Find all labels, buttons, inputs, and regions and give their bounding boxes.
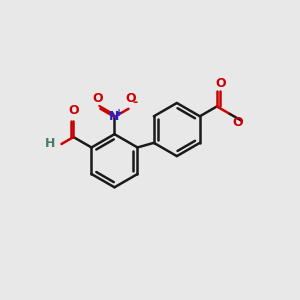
Text: -: -: [132, 96, 137, 109]
Text: O: O: [232, 116, 243, 129]
Text: O: O: [68, 104, 79, 117]
Text: +: +: [115, 108, 123, 118]
Text: H: H: [45, 137, 56, 151]
Text: O: O: [125, 92, 136, 105]
Text: O: O: [216, 76, 226, 90]
Text: N: N: [109, 110, 120, 123]
Text: O: O: [93, 92, 104, 105]
